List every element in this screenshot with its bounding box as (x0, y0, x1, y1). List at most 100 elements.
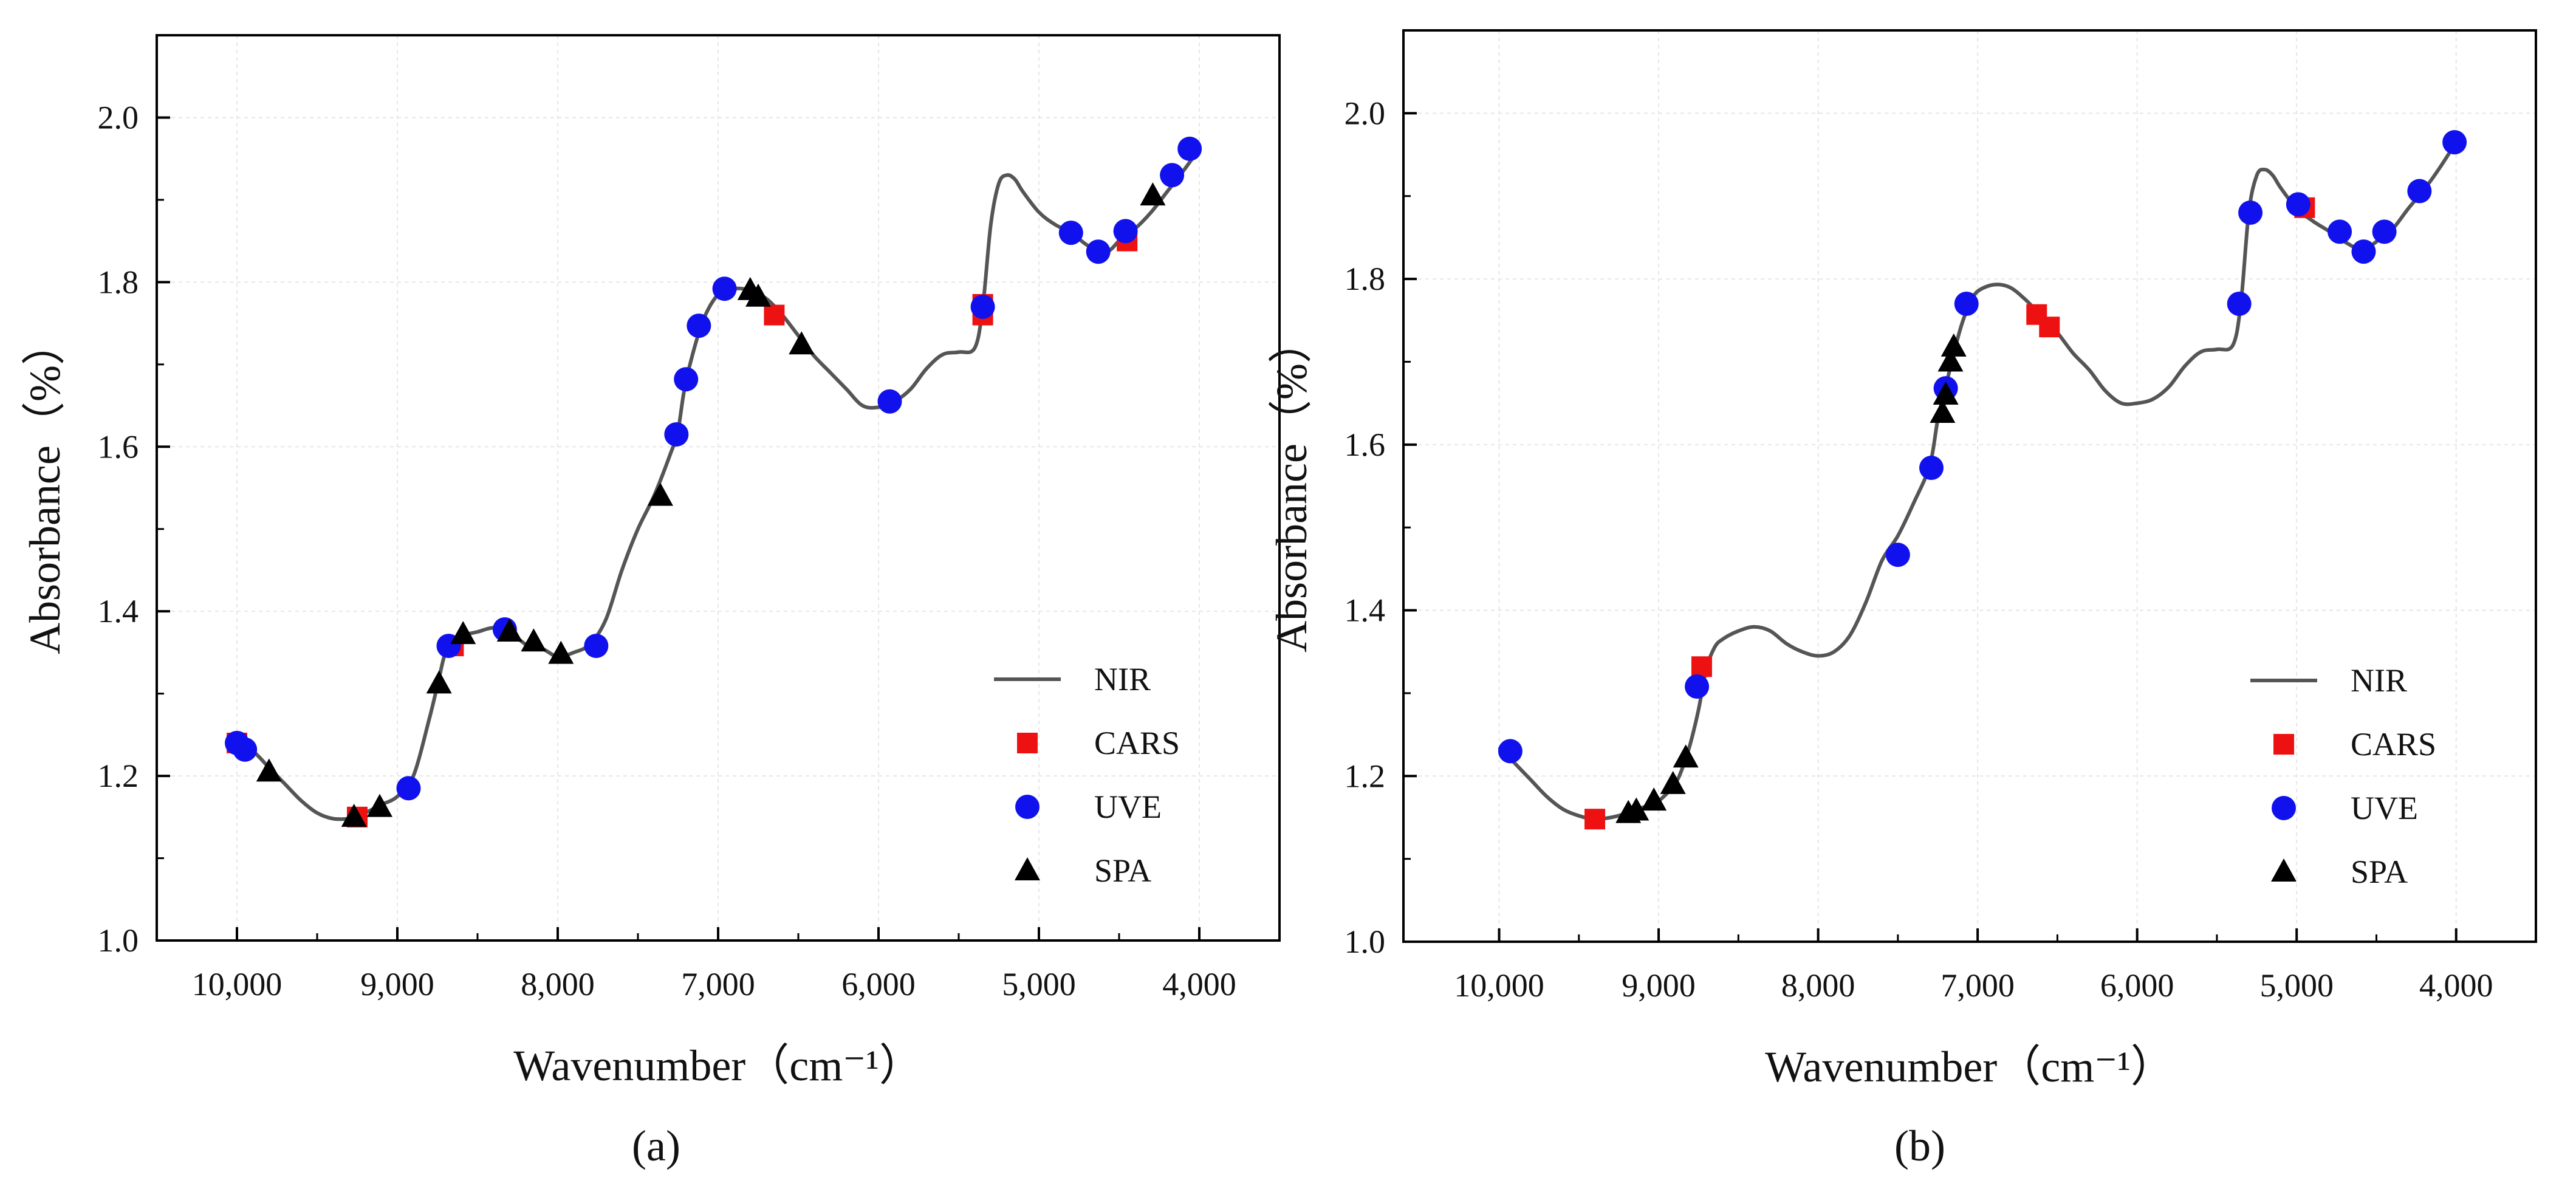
y-axis-title: Absorbance（%） (21, 321, 69, 654)
x-tick-label: 4,000 (2419, 967, 2493, 1004)
legend-uve-marker (2272, 796, 2296, 820)
x-tick-label: 4,000 (1162, 966, 1236, 1002)
spa-point (1140, 182, 1166, 206)
x-tick-label: 9,000 (360, 966, 434, 1002)
legend-spa-label: SPA (1094, 852, 1151, 889)
panel-label: (a) (632, 1122, 680, 1170)
legend-cars-marker (2273, 734, 2294, 755)
uve-point (2407, 179, 2432, 204)
uve-point (877, 389, 902, 414)
uve-point (584, 634, 609, 659)
spa-point (450, 621, 476, 645)
uve-point (664, 422, 689, 447)
y-tick-label: 1.0 (98, 922, 139, 959)
spa-point (256, 758, 282, 782)
legend-uve-label: UVE (1094, 789, 1162, 825)
uve-point (1058, 221, 1083, 245)
uve-point (1954, 292, 1979, 316)
y-tick-label: 1.2 (1345, 758, 1386, 794)
spa-point (1673, 744, 1699, 768)
spa-point (548, 640, 574, 664)
spa-point (521, 628, 547, 652)
uve-point (1685, 674, 1710, 699)
spa-point (426, 670, 452, 694)
y-tick-label: 1.2 (98, 758, 139, 794)
x-axis-title: Wavenumber（cm⁻¹） (513, 1041, 923, 1090)
spa-point (789, 331, 815, 355)
x-tick-label: 6,000 (841, 966, 916, 1002)
spa-point (1641, 787, 1667, 811)
legend-cars-label: CARS (2351, 726, 2436, 762)
uve-point (2238, 200, 2263, 225)
plot-frame (1402, 29, 2537, 943)
uve-point (1086, 239, 1111, 264)
spa-point (1660, 770, 1686, 794)
x-tick-label: 9,000 (1622, 967, 1696, 1004)
cars-point (2039, 317, 2060, 338)
panel-a: 10,000 9,000 8,000 7,000 6,000 5,000 4,000 1.0 1… (21, 34, 1281, 1170)
legend-cars-marker (1017, 733, 1038, 753)
y-tick-label: 2.0 (1345, 95, 1386, 131)
spa-point (647, 482, 673, 506)
uve-point (2227, 292, 2252, 316)
cars-point (764, 304, 785, 326)
uve-point (396, 776, 421, 801)
spa-point (1623, 797, 1649, 821)
uve-point (2328, 219, 2352, 244)
uve-point (2351, 239, 2376, 264)
spa-point (341, 803, 367, 827)
x-tick-label: 10,000 (1454, 967, 1544, 1004)
panel-label: (b) (1894, 1122, 1945, 1170)
spa-point (366, 793, 392, 817)
legend-spa-label: SPA (2351, 854, 2408, 890)
x-tick-label: 6,000 (2100, 967, 2174, 1004)
legend-cars-label: CARS (1094, 725, 1180, 761)
uve-point (1498, 739, 1523, 764)
spa-point (1937, 348, 1964, 372)
x-tick-label: 10,000 (192, 966, 283, 1002)
spa-point (1930, 400, 1956, 423)
spa-point (1941, 333, 1967, 357)
legend-nir-label: NIR (2351, 662, 2407, 699)
legend-uve-marker (1015, 795, 1040, 819)
x-tick-label: 7,000 (681, 966, 755, 1002)
y-tick-label: 1.0 (1345, 923, 1386, 960)
x-tick-label: 5,000 (1002, 966, 1076, 1002)
x-tick-label: 8,000 (1781, 967, 1855, 1004)
uve-point (1177, 136, 1202, 161)
legend-uve-label: UVE (2351, 790, 2418, 826)
cars-point (1691, 656, 1712, 677)
uve-point (970, 295, 995, 319)
cars-point (1584, 809, 1606, 830)
uve-point (687, 314, 711, 338)
legend: NIR CARS UVE SPA (994, 661, 1180, 889)
uve-point (1919, 456, 1944, 480)
uve-point (1113, 219, 1138, 244)
y-tick-label: 1.4 (98, 593, 139, 629)
spa-point (496, 618, 522, 642)
y-tick-label: 1.8 (98, 264, 139, 300)
x-tick-label: 7,000 (1941, 967, 2015, 1004)
uve-point (2442, 130, 2467, 155)
x-tick-label: 5,000 (2259, 967, 2334, 1004)
x-tick-label: 8,000 (521, 966, 595, 1002)
uve-point (1885, 543, 1910, 567)
uve-point (2372, 219, 2397, 244)
uve-point (2286, 192, 2311, 217)
uve-point (674, 367, 699, 392)
y-axis-title: Absorbance（%） (1267, 320, 1316, 653)
uve-point (712, 276, 737, 301)
y-tick-label: 1.4 (1345, 592, 1386, 629)
uve-point (1160, 163, 1185, 188)
uve-point (233, 737, 258, 762)
legend-spa-marker (2271, 858, 2297, 882)
panel-b: 10,000 9,000 8,000 7,000 6,000 5,000 4,000 1.0 1… (1267, 29, 2537, 1170)
y-tick-label: 2.0 (98, 99, 139, 135)
spa-point (1933, 382, 1959, 405)
y-tick-label: 1.8 (1345, 261, 1386, 297)
legend-spa-marker (1015, 857, 1040, 880)
x-axis-title: Wavenumber（cm⁻¹） (1765, 1043, 2174, 1091)
legend-nir-label: NIR (1094, 661, 1151, 697)
